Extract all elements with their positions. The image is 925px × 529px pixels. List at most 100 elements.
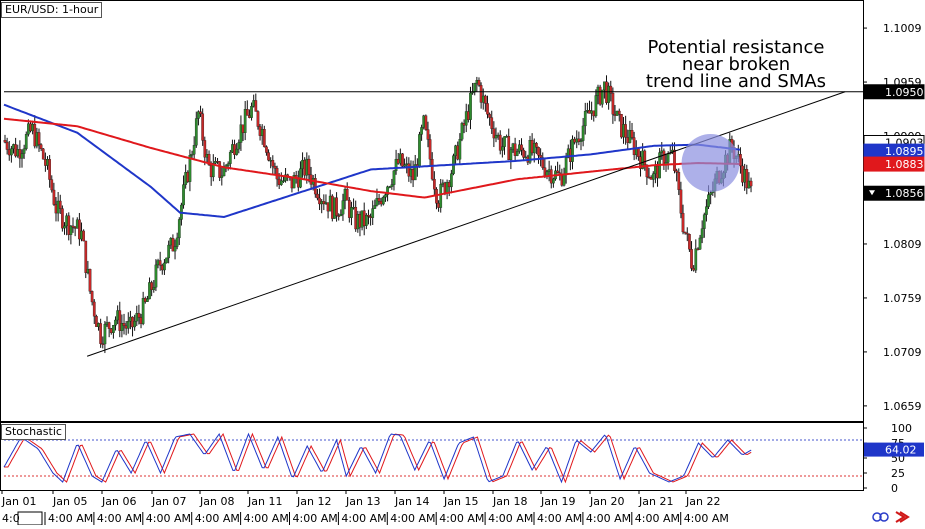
candle-up (197, 111, 200, 119)
stoch-current-label: 64.02 (885, 444, 917, 457)
candle-down (203, 140, 207, 158)
candle-down (122, 323, 126, 326)
candle-down (577, 138, 581, 142)
candle-down (95, 316, 98, 327)
date-label: Jan 13 (345, 495, 380, 508)
candle-up (222, 167, 226, 177)
candle-up (503, 136, 506, 147)
date-label: Jan 20 (589, 495, 624, 508)
candle-up (22, 148, 26, 154)
resistance-price-label-bg (863, 84, 925, 100)
candle-up (403, 164, 406, 167)
candle-down (690, 249, 693, 269)
candle-up (250, 106, 253, 118)
candle-down (337, 215, 341, 217)
candle-up (190, 154, 194, 156)
candle-up (702, 214, 706, 229)
candle-down (498, 134, 502, 151)
candle-up (562, 174, 566, 186)
time-label: 4:00 AM (97, 512, 142, 525)
candle-down (513, 143, 517, 156)
candle-up (152, 287, 156, 290)
stochastic-title: Stochastic (1, 424, 66, 440)
candle-up (279, 180, 283, 185)
candle-down (265, 146, 268, 153)
candle-up (694, 248, 698, 271)
candle-up (228, 151, 232, 164)
chart-title: EUR/USD: 1-hour (1, 2, 103, 18)
candle-up (501, 146, 504, 151)
sma-red-line (3, 117, 740, 199)
candle-down (617, 110, 621, 115)
time-label: 4:00 AM (586, 512, 631, 525)
candle-up (460, 123, 464, 140)
candle-up (581, 125, 585, 141)
candle-down (632, 137, 636, 156)
annotation-text: Potential resistance (648, 37, 825, 58)
candle-down (432, 178, 436, 190)
candle-down (424, 115, 428, 130)
candle-down (428, 139, 432, 160)
time-label: 4:00 AM (635, 512, 680, 525)
candle-down (61, 208, 64, 229)
candle-up (515, 151, 519, 156)
candle-up (243, 109, 247, 133)
candle-down (88, 268, 92, 292)
sma-blue-price-label: 1.0895 (885, 145, 924, 158)
candle-down (58, 200, 62, 209)
candle-up (705, 206, 708, 215)
candle-down (630, 130, 634, 138)
price-tick-label: 1.0759 (883, 292, 922, 305)
candle-up (579, 140, 583, 142)
candle-up (63, 225, 66, 229)
candle-down (267, 152, 270, 161)
candle-down (307, 158, 311, 175)
candle-up (154, 264, 158, 288)
candle-up (182, 184, 185, 206)
candle-down (484, 95, 487, 104)
candle-up (126, 320, 130, 329)
candle-down (688, 234, 691, 250)
candle-up (10, 148, 13, 156)
candle-up (69, 225, 73, 235)
candle-up (564, 157, 568, 175)
stoch-k-line (3, 432, 752, 484)
resistance-price-label: 1.0950 (885, 86, 924, 99)
candle-up (167, 244, 171, 259)
candle-up (112, 325, 115, 333)
candle-up (509, 149, 513, 161)
candle-up (698, 237, 702, 250)
candle-up (292, 175, 296, 189)
candle-up (141, 298, 145, 324)
candle-up (651, 173, 655, 180)
date-label: Jan 14 (394, 495, 429, 508)
candle-down (488, 114, 491, 118)
price-tick-label: 1.0709 (883, 346, 922, 359)
candle-up (20, 153, 24, 159)
candle-down (367, 214, 370, 217)
candle-up (173, 246, 177, 252)
candle-down (490, 117, 494, 129)
candle-up (381, 196, 385, 205)
stochastic-pane-frame (0, 422, 864, 491)
candle-up (120, 323, 124, 331)
candle-up (133, 320, 137, 328)
last-price-label: 1.0856 (885, 187, 924, 200)
date-label: Jan 22 (685, 495, 720, 508)
candle-down (637, 148, 640, 157)
candle-up (583, 110, 587, 127)
candle-down (345, 188, 349, 201)
candle-down (71, 225, 75, 228)
candle-down (556, 170, 559, 173)
stoch-d-line (4, 432, 752, 484)
candle-down (118, 310, 122, 331)
candlesticks (3, 75, 753, 354)
candle-up (607, 85, 610, 103)
candle-down (537, 147, 540, 156)
price-tick-label: 1.0659 (883, 400, 922, 413)
date-label: Jan 06 (101, 495, 136, 508)
candle-down (67, 215, 71, 235)
candle-down (520, 144, 523, 151)
